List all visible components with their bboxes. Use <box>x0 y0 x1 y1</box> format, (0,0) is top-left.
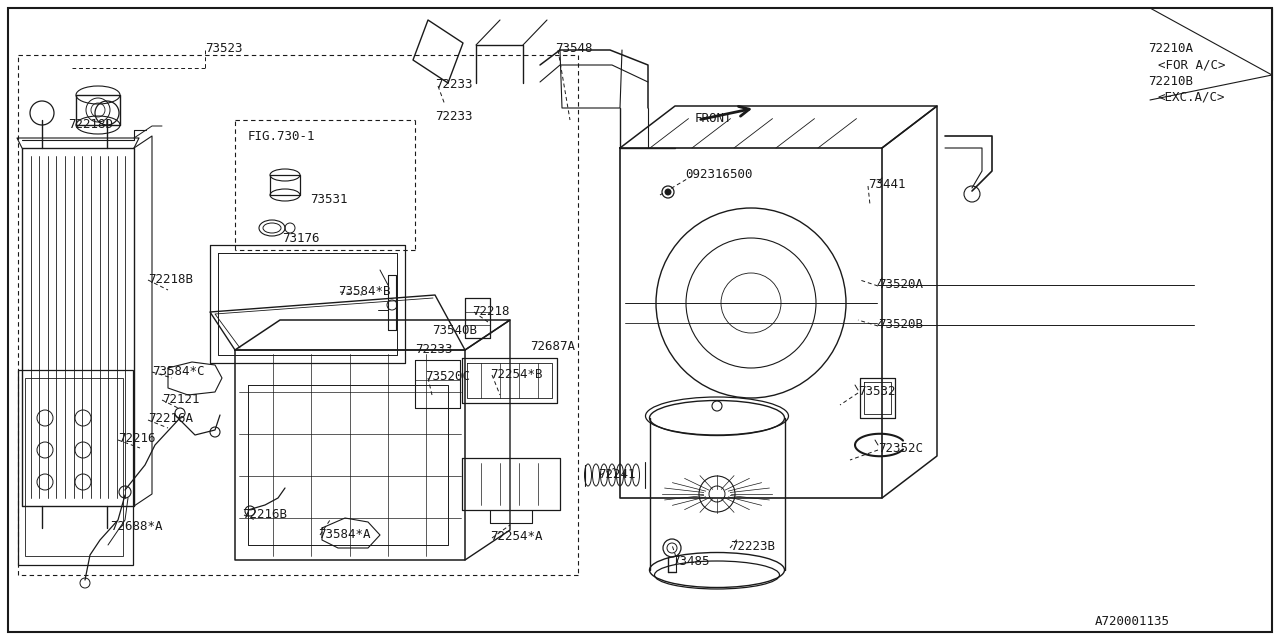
Text: 72121: 72121 <box>163 393 200 406</box>
Text: 73584*A: 73584*A <box>317 528 370 541</box>
Text: 72688*A: 72688*A <box>110 520 163 533</box>
Text: 72233: 72233 <box>415 343 453 356</box>
Text: A720001135: A720001135 <box>1094 615 1170 628</box>
Text: 72210B: 72210B <box>1148 75 1193 88</box>
Text: 72687A: 72687A <box>530 340 575 353</box>
Text: 72216B: 72216B <box>242 508 287 521</box>
Text: 72216A: 72216A <box>148 412 193 425</box>
Text: 72254*B: 72254*B <box>490 368 543 381</box>
Text: 73523: 73523 <box>205 42 242 55</box>
Text: 72218B: 72218B <box>148 273 193 286</box>
Text: 72233: 72233 <box>435 78 472 91</box>
Text: 72233: 72233 <box>435 110 472 123</box>
Text: 72218D: 72218D <box>68 118 113 131</box>
Text: 73176: 73176 <box>282 232 320 245</box>
Text: 72218: 72218 <box>472 305 509 318</box>
Text: <EXC.A/C>: <EXC.A/C> <box>1158 91 1225 104</box>
Text: 73520C: 73520C <box>425 370 470 383</box>
Text: FIG.730-1: FIG.730-1 <box>248 130 315 143</box>
Text: 73532: 73532 <box>858 385 896 398</box>
Text: 73584*B: 73584*B <box>338 285 390 298</box>
Text: 73520B: 73520B <box>878 318 923 331</box>
Text: 092316500: 092316500 <box>685 168 753 181</box>
Text: 72216: 72216 <box>118 432 155 445</box>
Text: 73540B: 73540B <box>433 324 477 337</box>
Text: 72223B: 72223B <box>730 540 774 553</box>
Text: 72352C: 72352C <box>878 442 923 455</box>
Text: 72254*A: 72254*A <box>490 530 543 543</box>
Text: FRONT: FRONT <box>695 112 732 125</box>
Text: 73584*C: 73584*C <box>152 365 205 378</box>
Text: 73520A: 73520A <box>878 278 923 291</box>
Text: 72241: 72241 <box>598 468 635 481</box>
Bar <box>18 370 133 565</box>
Text: <FOR A/C>: <FOR A/C> <box>1158 58 1225 71</box>
Circle shape <box>666 189 671 195</box>
Text: 73548: 73548 <box>556 42 593 55</box>
Text: 73441: 73441 <box>868 178 905 191</box>
Bar <box>26 378 123 556</box>
Text: 73485: 73485 <box>672 555 709 568</box>
Text: 73531: 73531 <box>310 193 347 206</box>
Text: 72210A: 72210A <box>1148 42 1193 55</box>
